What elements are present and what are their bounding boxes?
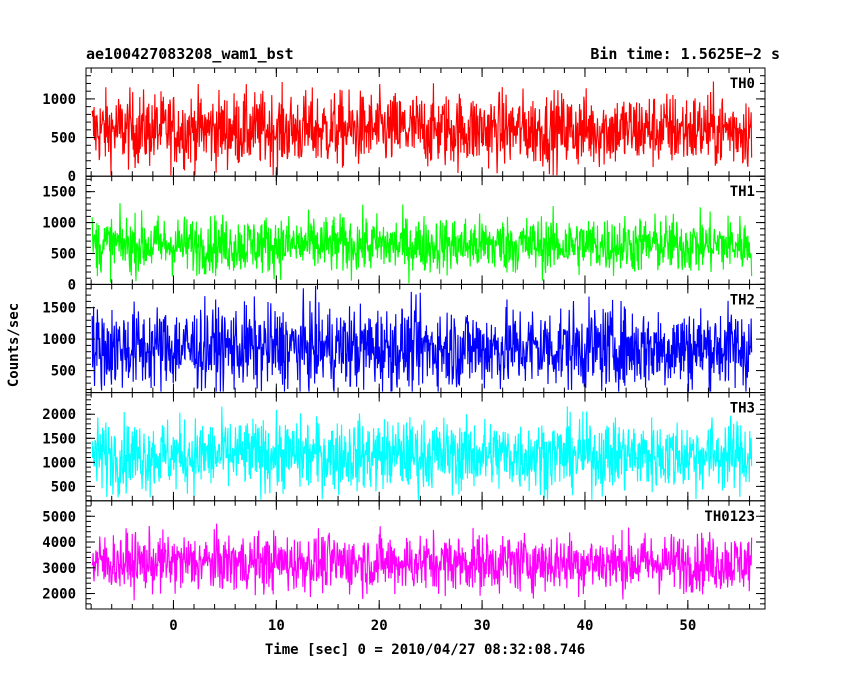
- panel-label-th0123: TH0123: [704, 509, 755, 525]
- panel-label-th1: TH1: [730, 184, 755, 200]
- y-tick-label: 1500: [42, 185, 76, 201]
- y-tick-label: 500: [51, 364, 76, 380]
- panel-frame: [85, 500, 766, 610]
- y-tick-label: 500: [51, 131, 76, 147]
- y-tick-label: 0: [68, 169, 76, 185]
- series-line-th0123: [91, 523, 753, 601]
- x-tick-label: 40: [577, 618, 594, 634]
- panel-label-th3: TH3: [730, 401, 755, 417]
- y-tick-label: 1500: [42, 301, 76, 317]
- series-line-th0: [91, 81, 753, 176]
- panel-th1: 0 500 1000 1500 TH1: [42, 175, 766, 293]
- y-tick-label: 1000: [42, 216, 76, 232]
- y-tick-label: 500: [51, 479, 76, 495]
- y-tick-label: 2000: [42, 587, 76, 603]
- y-tick-label: 1000: [42, 332, 76, 348]
- series-line-th2: [91, 285, 753, 392]
- panel-label-th0: TH0: [730, 76, 755, 92]
- y-tick-label: 5000: [42, 509, 76, 525]
- y-tick-label: 0: [68, 277, 76, 293]
- y-tick-label: 1000: [42, 92, 76, 108]
- x-tick-label: 20: [371, 618, 388, 634]
- x-tick-label: 0: [169, 618, 177, 634]
- panel-th2: 500 1000 1500 TH2: [42, 283, 766, 394]
- series-line-th3: [91, 406, 753, 500]
- chart-title: ae100427083208_wam1_bst: [86, 45, 294, 63]
- y-tick-label: 500: [51, 246, 76, 262]
- x-tick-label: 10: [268, 618, 285, 634]
- y-tick-label: 4000: [42, 535, 76, 551]
- panel-th3: 500 1000 1500 2000 TH3: [42, 392, 766, 502]
- series-line-th1: [91, 203, 753, 284]
- y-tick-label: 1500: [42, 431, 76, 447]
- bin-time-label: Bin time: 1.5625E−2 s: [590, 45, 780, 63]
- x-tick-label: 50: [679, 618, 696, 634]
- y-tick-label: 2000: [42, 407, 76, 423]
- x-tick-label: 30: [474, 618, 491, 634]
- y-axis-label: Counts/sec: [6, 303, 22, 387]
- panel-label-th2: TH2: [730, 292, 755, 308]
- y-tick-label: 1000: [42, 455, 76, 471]
- x-axis-label: Time [sec] 0 = 2010/04/27 08:32:08.746: [265, 642, 585, 658]
- y-tick-label: 3000: [42, 561, 76, 577]
- panel-th0: 0 500 1000 TH0: [42, 67, 766, 185]
- panel-th0123: 2000 3000 4000 5000 TH0123 0 10 20 30 40 50: [42, 500, 766, 634]
